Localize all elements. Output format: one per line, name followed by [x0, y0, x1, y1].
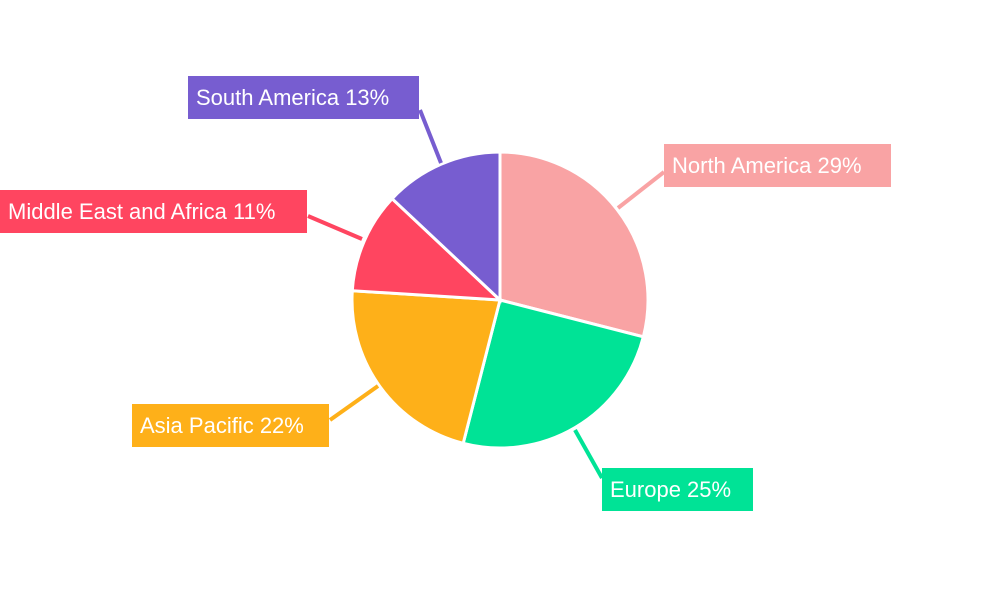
data-label-background — [664, 144, 891, 187]
pie-slice-south-america[interactable] — [389, 150, 502, 304]
data-label-background — [188, 76, 419, 119]
leader-line — [418, 109, 443, 164]
pie-slice-north-america[interactable] — [498, 150, 650, 339]
data-label: Middle East and Africa 11% — [0, 190, 307, 233]
data-label-background — [132, 404, 329, 447]
pie-slice-europe[interactable] — [461, 298, 646, 450]
data-label-text: Middle East and Africa 11% — [8, 199, 275, 224]
data-label-background — [602, 468, 753, 511]
data-label-background — [0, 190, 307, 233]
data-label: Europe 25% — [602, 468, 753, 511]
data-label: Asia Pacific 22% — [132, 404, 329, 447]
slice-labels: North America 29% Europe 25% Asia Pacific … — [0, 76, 891, 511]
pie-slice-asia-pacific[interactable] — [350, 289, 502, 446]
data-label-text: North America 29% — [672, 153, 862, 178]
pie-slice-middle-east-and-africa[interactable] — [350, 196, 505, 302]
leader-line — [307, 214, 363, 241]
data-label-text: Asia Pacific 22% — [140, 413, 304, 438]
leader-line — [616, 170, 666, 210]
leader-lines — [307, 109, 666, 479]
leader-line — [328, 384, 380, 422]
leader-line — [573, 429, 604, 479]
data-label-text: Europe 25% — [610, 477, 731, 502]
data-label-text: South America 13% — [196, 85, 389, 110]
pie-slices — [350, 150, 650, 450]
data-label: North America 29% — [664, 144, 891, 187]
data-label: South America 13% — [188, 76, 419, 119]
